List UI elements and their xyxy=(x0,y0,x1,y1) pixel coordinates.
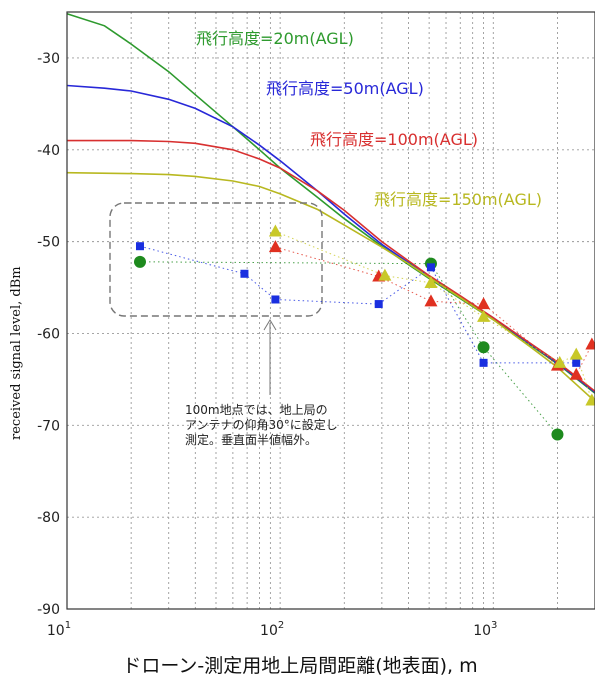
series-connector-0 xyxy=(139,261,558,435)
curve-label-50m: 飛行高度=50m(AGL) xyxy=(266,79,424,98)
data-point-triangle xyxy=(569,347,583,360)
data-point-square xyxy=(271,295,280,304)
data-point-triangle xyxy=(424,294,438,307)
y-tick-label: -30 xyxy=(37,51,60,67)
x-tick-label: 102 xyxy=(260,620,284,639)
measured-series xyxy=(133,224,595,441)
data-point-triangle xyxy=(477,309,491,322)
data-point-triangle xyxy=(477,297,491,310)
model-curve-2 xyxy=(67,139,595,392)
data-point-triangle xyxy=(585,393,595,406)
data-point-square xyxy=(135,242,144,251)
data-point-triangle xyxy=(585,337,595,350)
curve-label-150m: 飛行高度=150m(AGL) xyxy=(374,190,542,209)
annotation-line-3: 測定。垂直面半値幅外。 xyxy=(185,432,317,447)
data-point-triangle xyxy=(424,275,438,288)
annotation: 100m地点では、地上局の アンテナの仰角30°に設定し 測定。垂直面半値幅外。 xyxy=(109,202,338,447)
grid xyxy=(67,12,595,609)
curve-labels: 飛行高度=20m(AGL) 飛行高度=50m(AGL) 飛行高度=100m(AG… xyxy=(196,29,542,209)
data-point-square xyxy=(572,358,581,367)
data-point-triangle xyxy=(553,355,567,368)
y-tick-label: -70 xyxy=(37,418,60,434)
data-point-circle xyxy=(477,341,490,354)
y-axis-label: received signal level, dBm xyxy=(9,266,24,440)
data-point-square xyxy=(426,263,435,272)
y-tick-label: -90 xyxy=(37,602,60,618)
annotation-box xyxy=(109,202,323,317)
x-axis-label: ドローン-測定用地上局間距離(地表面), m xyxy=(122,655,477,677)
curve-label-20m: 飛行高度=20m(AGL) xyxy=(196,29,354,48)
annotation-line-1: 100m地点では、地上局の xyxy=(185,403,328,417)
model-curves xyxy=(66,13,595,402)
curve-label-100m: 飛行高度=100m(AGL) xyxy=(310,130,478,149)
y-tick-labels: -30 -40 -50 -60 -70 -80 -90 xyxy=(37,51,60,618)
x-tick-label: 103 xyxy=(473,620,497,639)
x-tick-label: 101 xyxy=(47,620,71,639)
y-tick-label: -50 xyxy=(37,235,60,251)
annotation-arrow-head xyxy=(263,319,277,331)
data-point-square xyxy=(479,358,488,367)
data-point-circle xyxy=(551,428,564,441)
data-point-triangle xyxy=(569,367,583,380)
data-point-circle xyxy=(133,255,146,268)
data-point-square xyxy=(374,300,383,309)
data-point-square xyxy=(240,269,249,278)
data-point-triangle xyxy=(378,268,392,281)
model-curve-3 xyxy=(66,171,595,402)
data-point-triangle xyxy=(268,240,282,253)
annotation-line-2: アンテナの仰角30°に設定し xyxy=(185,417,338,432)
y-tick-label: -80 xyxy=(37,510,60,526)
y-tick-label: -40 xyxy=(37,143,60,159)
plot-frame xyxy=(66,11,595,610)
y-tick-label: -60 xyxy=(37,326,60,342)
x-tick-labels: 101 102 103 xyxy=(47,620,498,639)
data-point-triangle xyxy=(268,224,282,237)
